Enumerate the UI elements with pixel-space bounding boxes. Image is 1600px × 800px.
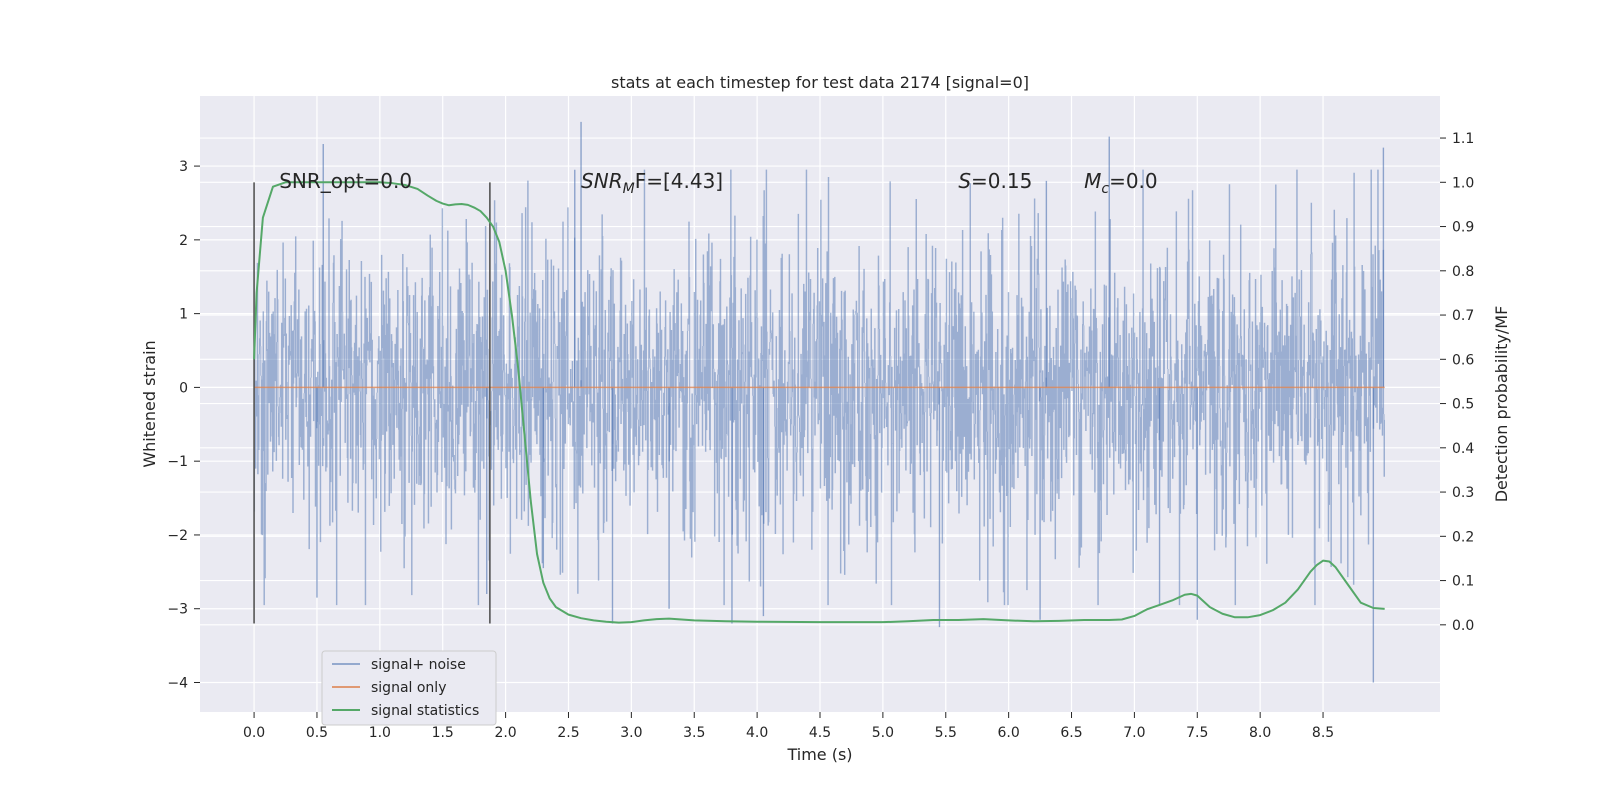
x-tick-label-5: 2.5 — [557, 725, 579, 741]
x-tick-label-8: 4.0 — [746, 725, 768, 741]
x-tick-label-11: 5.5 — [935, 725, 957, 741]
chart-title: stats at each timestep for test data 217… — [611, 73, 1029, 92]
x-tick-label-12: 6.0 — [998, 725, 1020, 741]
y-tick-label-4: 0 — [179, 380, 188, 396]
y-tick-label-6: 2 — [179, 233, 188, 249]
x-axis-ticks: 0.0 0.5 1.0 1.5 2.0 2.5 3.0 3.5 4.0 4.5 5.0 5.5 6.0 6… — [243, 712, 1334, 741]
y2-tick-label-2: 0.2 — [1452, 529, 1474, 545]
y-axis-ticks: −4 −3 −2 −1 0 1 2 3 — [167, 159, 200, 691]
y-tick-label-7: 3 — [179, 159, 188, 175]
y2-tick-label-4: 0.4 — [1452, 441, 1474, 457]
annotation-3: Mc=0.0 — [1084, 169, 1158, 197]
y2-tick-label-3: 0.3 — [1452, 485, 1474, 501]
y2-tick-label-0: 0.0 — [1452, 618, 1474, 634]
vertical-markers — [253, 182, 491, 624]
y2-tick-label-11: 1.1 — [1452, 131, 1474, 147]
annotation-3-tail: =0.0 — [1109, 169, 1158, 193]
annotation-2: S=0.15 — [958, 169, 1032, 193]
y-tick-label-2: −2 — [167, 528, 188, 544]
x-tick-label-6: 3.0 — [620, 725, 642, 741]
annotations: SNR_opt=0.0 SNRMF=[4.43] S=0.15 Mc=0.0 — [279, 169, 1157, 197]
annotation-1-base: SNR — [581, 169, 623, 193]
legend-label-signal-statistics: signal statistics — [371, 703, 479, 719]
annotation-1: SNRMF=[4.43] — [581, 169, 723, 197]
annotation-2-tail: =0.15 — [971, 169, 1032, 193]
annotation-1-tail: F=[4.43] — [635, 169, 723, 193]
x-tick-label-2: 1.0 — [369, 725, 391, 741]
series-signal-statistics — [253, 181, 1385, 624]
annotation-0: SNR_opt=0.0 — [279, 169, 412, 193]
y-tick-label-1: −3 — [167, 602, 188, 618]
x-tick-label-13: 6.5 — [1060, 725, 1082, 741]
legend-box — [321, 650, 497, 726]
series-signal-statistics-line — [253, 181, 1385, 624]
x-axis-label: Time (s) — [786, 745, 852, 764]
annotation-3-base: M — [1084, 169, 1101, 193]
x-tick-label-4: 2.0 — [494, 725, 516, 741]
y2-tick-label-5: 0.5 — [1452, 397, 1474, 413]
x-tick-label-14: 7.0 — [1123, 725, 1145, 741]
y2-tick-label-9: 0.9 — [1452, 220, 1474, 236]
y2-tick-label-10: 1.0 — [1452, 175, 1474, 191]
series-signal-noise — [253, 121, 1385, 683]
x-tick-label-17: 8.5 — [1312, 725, 1334, 741]
y-tick-label-3: −1 — [167, 454, 188, 470]
annotation-1-sub: M — [623, 181, 635, 197]
y-tick-label-0: −4 — [167, 675, 188, 691]
y2-tick-label-1: 0.1 — [1452, 574, 1474, 590]
x-tick-label-10: 5.0 — [872, 725, 894, 741]
annotation-2-base: S — [958, 169, 971, 193]
y2-tick-label-6: 0.6 — [1452, 352, 1474, 368]
x-tick-label-9: 4.5 — [809, 725, 831, 741]
annotation-3-sub: c — [1101, 181, 1109, 197]
x-tick-label-15: 7.5 — [1186, 725, 1208, 741]
legend-label-signal-noise: signal+ noise — [371, 657, 466, 673]
x-tick-label-3: 1.5 — [432, 725, 454, 741]
x-tick-label-1: 0.5 — [306, 725, 328, 741]
x-tick-label-7: 3.5 — [683, 725, 705, 741]
y2-axis-label: Detection probability/MF — [1492, 306, 1511, 503]
y2-tick-label-7: 0.7 — [1452, 308, 1474, 324]
legend-label-signal-only: signal only — [371, 680, 446, 696]
legend: signal+ noise signal only signal statist… — [321, 650, 497, 726]
y2-tick-label-8: 0.8 — [1452, 264, 1474, 280]
y-axis-label: Whitened strain — [140, 340, 159, 467]
y2-axis-ticks: 0.0 0.1 0.2 0.3 0.4 0.5 0.6 0.7 0.8 0.9 1.0 1.1 — [1440, 131, 1474, 634]
x-tick-label-16: 8.0 — [1249, 725, 1271, 741]
y-tick-label-5: 1 — [179, 307, 188, 323]
x-tick-label-0: 0.0 — [243, 725, 265, 741]
